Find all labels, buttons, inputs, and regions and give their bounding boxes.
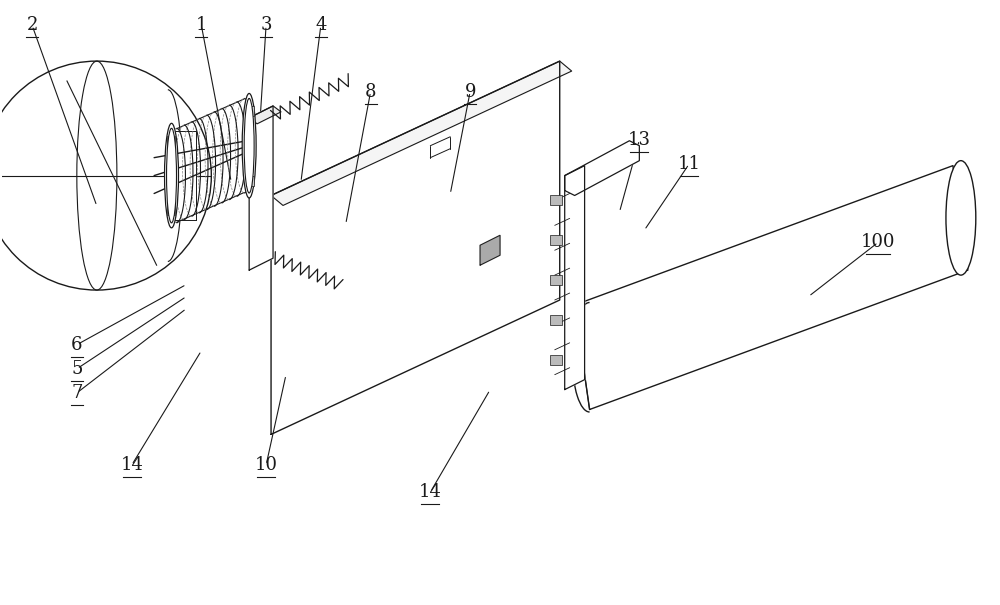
Text: 13: 13 [628, 131, 651, 149]
Text: 9: 9 [464, 83, 476, 100]
Bar [246, 106, 254, 116]
Text: 1: 1 [196, 16, 207, 34]
Ellipse shape [165, 123, 178, 228]
Text: 14: 14 [419, 483, 442, 501]
Bar [167, 206, 175, 215]
Text: 8: 8 [365, 83, 376, 100]
Text: 3: 3 [260, 16, 272, 34]
Bar [167, 171, 175, 180]
Text: 11: 11 [678, 155, 701, 173]
Ellipse shape [244, 99, 254, 193]
Polygon shape [271, 61, 572, 206]
Bar [550, 315, 562, 325]
Ellipse shape [167, 128, 176, 223]
Bar [550, 195, 562, 206]
Bar [550, 235, 562, 245]
Polygon shape [172, 131, 196, 220]
Polygon shape [565, 141, 639, 195]
Text: 4: 4 [315, 16, 327, 34]
Text: 100: 100 [861, 234, 896, 251]
Ellipse shape [242, 93, 256, 198]
Bar [550, 355, 562, 365]
Polygon shape [271, 61, 560, 434]
Bar [550, 275, 562, 285]
Text: 2: 2 [26, 16, 38, 34]
Ellipse shape [946, 161, 976, 275]
Text: 7: 7 [71, 384, 83, 402]
Polygon shape [249, 106, 281, 124]
Polygon shape [249, 106, 273, 270]
Bar [167, 136, 175, 146]
Text: 10: 10 [255, 456, 278, 474]
Circle shape [0, 61, 211, 290]
Polygon shape [575, 166, 968, 410]
Bar [246, 175, 254, 186]
Polygon shape [480, 235, 500, 265]
Text: 14: 14 [120, 456, 143, 474]
Text: 6: 6 [71, 336, 83, 354]
Text: 5: 5 [71, 360, 83, 378]
Polygon shape [565, 166, 585, 390]
